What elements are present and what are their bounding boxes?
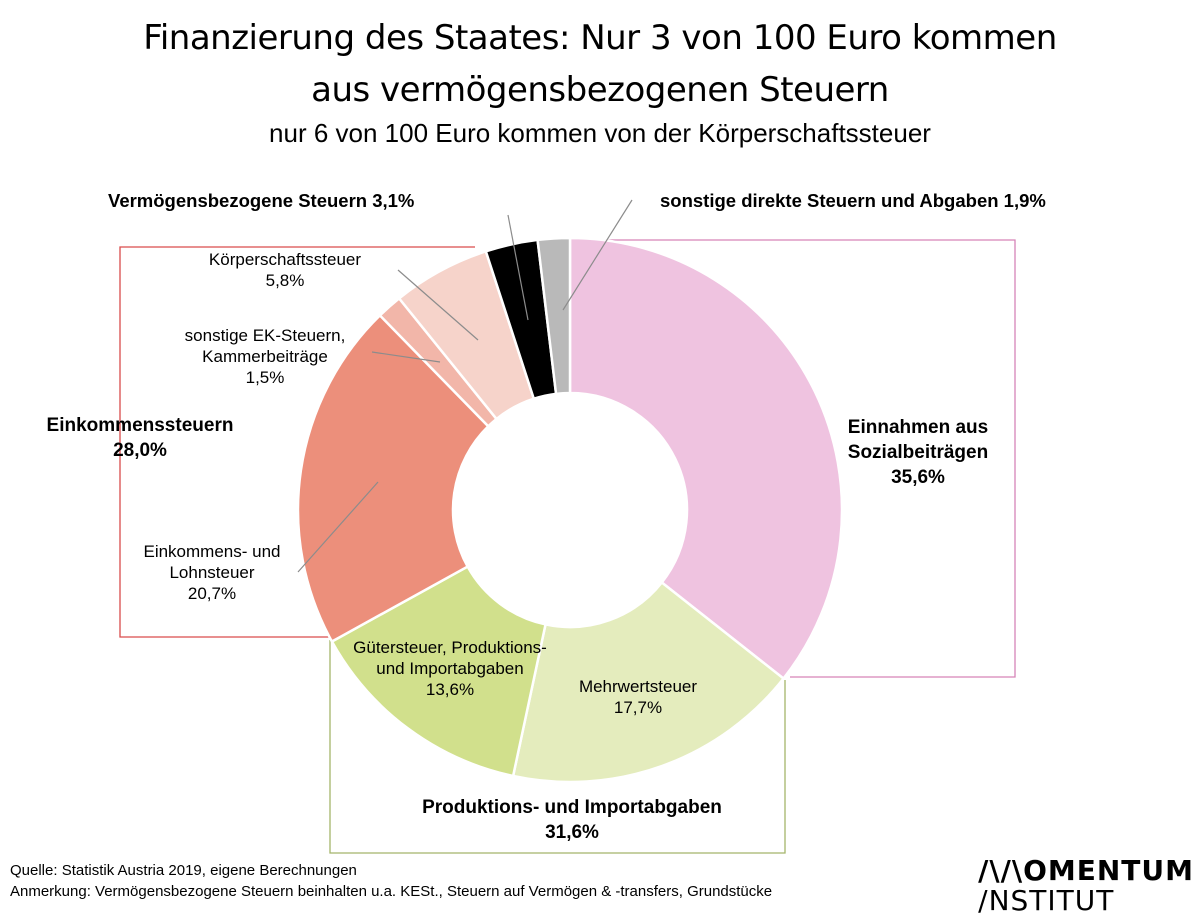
slice-sonstige-direkte-steuern-und-abgaben [536, 236, 572, 396]
footer-source: Quelle: Statistik Austria 2019, eigene B… [10, 862, 357, 879]
slice-mehrwertsteuer [511, 580, 786, 784]
leader-line-0 [397, 269, 479, 341]
leader-line-3 [507, 214, 529, 321]
leader-line-4 [562, 199, 633, 311]
slice-label-koerperschaftssteuer: Körperschaftssteuer 5,8% [208, 250, 362, 290]
momentum-institut-logo: /\/\OMENTUM /NSTITUT [978, 854, 1194, 917]
chart-title-line1: Finanzierung des Staates: Nur 3 von 100 … [143, 18, 1057, 58]
chart-subtitle: nur 6 von 100 Euro kommen von der Körper… [269, 118, 931, 148]
slice-einnahmen-aus-sozialbeiträgen [568, 236, 844, 681]
slice-label-vermoegensbezogene-steuern: Vermögensbezogene Steuern 3,1% [108, 190, 415, 211]
footer-note: Anmerkung: Vermögensbezogene Steuern bei… [10, 883, 773, 900]
leader-lines [297, 199, 633, 573]
bracket-sozialbeitraege [578, 239, 1016, 678]
slice-label-mehrwertsteuer: Mehrwertsteuer 17,7% [578, 677, 698, 717]
slice-label-guetersteuer: Gütersteuer, Produktions- und Importabga… [353, 638, 547, 699]
slice-label-sonstige-direkte-steuern: sonstige direkte Steuern und Abgaben 1,9… [660, 190, 1046, 211]
slice-gütersteuer-produktions-und-importabgaben [330, 564, 548, 778]
bracket-einkommenssteuern [119, 246, 475, 638]
bracket-produktionsabgaben [329, 640, 786, 854]
donut-slices [296, 236, 844, 784]
slice-label-sonstige-ek-steuern: sonstige EK-Steuern, Kammerbeiträge 1,5% [184, 326, 346, 387]
slice-label-einkommens-lohnsteuer: Einkommens- und Lohnsteuer 20,7% [143, 542, 281, 603]
group-label-sozialbeitraege: Einnahmen aus Sozialbeiträgen 35,6% [847, 417, 989, 488]
group-brackets [119, 239, 1016, 854]
leader-line-2 [297, 481, 379, 573]
group-label-einkommenssteuern: Einkommenssteuern 28,0% [46, 415, 234, 461]
chart-title-line2: aus vermögensbezogenen Steuern [311, 70, 889, 110]
leader-line-1 [371, 351, 441, 363]
group-label-produktionsabgaben: Produktions- und Importabgaben 31,6% [422, 797, 722, 843]
slice-einkommens-und-lohnsteuer [296, 313, 491, 644]
